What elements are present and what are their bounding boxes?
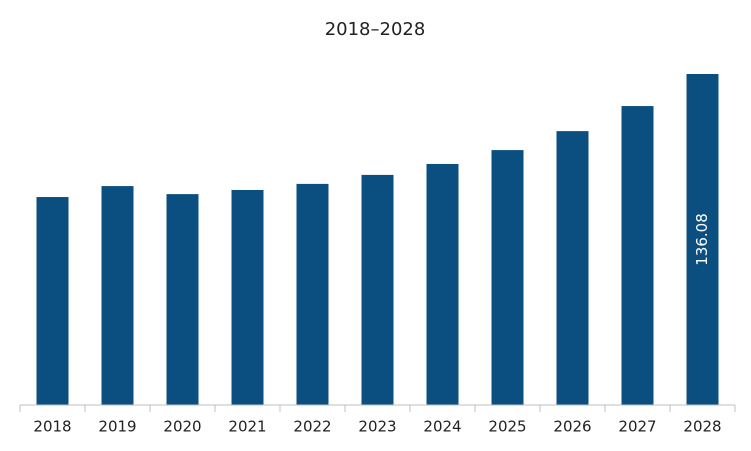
x-tick-label: 2019	[98, 418, 136, 436]
bar	[426, 163, 459, 405]
bar	[166, 194, 199, 405]
x-tick-label: 2027	[618, 418, 656, 436]
bar	[686, 74, 719, 405]
x-tick-label: 2020	[163, 418, 201, 436]
bar	[621, 106, 654, 406]
x-tick-label: 2024	[423, 418, 461, 436]
x-tick-label: 2028	[683, 418, 721, 436]
bar	[296, 183, 329, 405]
x-tick-label: 2026	[553, 418, 591, 436]
x-tick-label: 2021	[228, 418, 266, 436]
value-label: 136.08	[693, 213, 711, 266]
chart-title: 2018–2028	[325, 19, 426, 40]
bar	[556, 131, 589, 405]
x-tick-label: 2025	[488, 418, 526, 436]
x-tick-label: 2018	[33, 418, 71, 436]
bar	[361, 174, 394, 405]
bar	[491, 150, 524, 405]
x-tick-label: 2023	[358, 418, 396, 436]
bar	[101, 186, 134, 405]
x-tick-label: 2022	[293, 418, 331, 436]
bar	[36, 197, 69, 405]
bar	[231, 189, 264, 405]
